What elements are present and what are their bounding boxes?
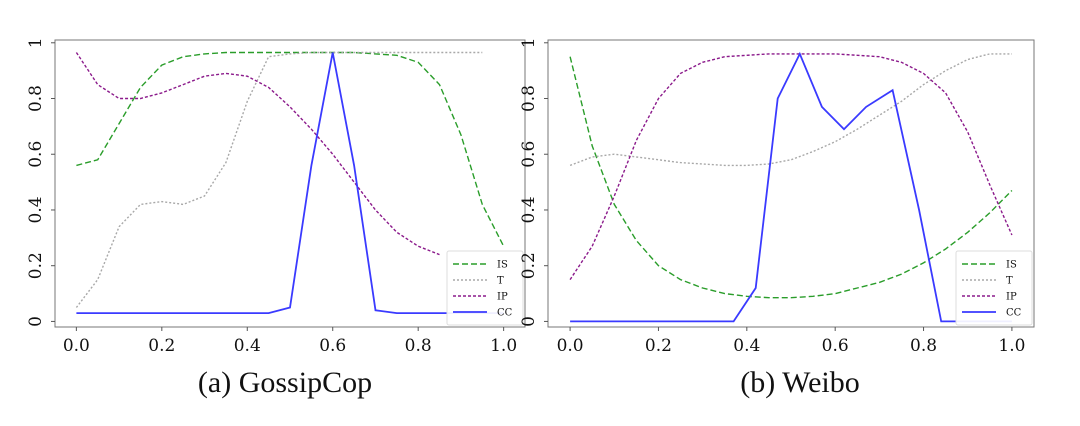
plot-frame xyxy=(547,39,1035,328)
series-line-t xyxy=(75,51,483,308)
series-line-is xyxy=(76,51,505,247)
legend-label-ip: IP xyxy=(1006,292,1017,303)
y-tick-label: 1 xyxy=(26,37,46,48)
legend-label-t: T xyxy=(1006,276,1013,287)
y-tick-label: 0 xyxy=(26,316,46,327)
chart-weibo: 0.0 0.2 0.4 0.6 0.8 1.0 0 0.2 0.4 0.6 0.8 1 IS T IP CC (… xyxy=(519,37,1035,399)
chart-gossipcop: 0.0 0.2 0.4 0.6 0.8 1.0 0 0.2 0.4 0.6 0.8 1 IS T IP CC (… xyxy=(26,37,526,399)
series-line-is xyxy=(569,56,1013,299)
x-tick-label: 0.0 xyxy=(63,336,90,356)
y-tick-label: 0.2 xyxy=(26,252,46,279)
legend-box xyxy=(955,250,1033,326)
x-tick-label: 0.4 xyxy=(234,336,261,356)
x-tick-label: 0.6 xyxy=(319,336,346,356)
y-tick-label: 0.6 xyxy=(26,141,46,168)
x-tick-label: 0.0 xyxy=(557,336,584,356)
y-tick-label: 0.4 xyxy=(26,196,46,223)
x-tick-label: 0.2 xyxy=(645,336,672,356)
y-tick-label: 0.6 xyxy=(519,141,539,168)
legend-label-is: IS xyxy=(497,260,508,271)
series-line-ip xyxy=(569,53,1013,280)
caption-weibo: (b) Weibo xyxy=(740,366,860,399)
x-tick-label: 0.2 xyxy=(148,336,175,356)
legend-label-is: IS xyxy=(1006,260,1017,271)
legend-label-ip: IP xyxy=(497,292,508,303)
x-tick-label: 1.0 xyxy=(998,336,1025,356)
caption-gossipcop: (a) GossipCop xyxy=(198,366,372,399)
series-line-cc xyxy=(76,52,504,315)
x-tick-label: 0.8 xyxy=(910,336,937,356)
legend: IS T IP CC xyxy=(955,250,1033,326)
series-line-cc xyxy=(570,51,1012,323)
legend: IS T IP CC xyxy=(446,250,524,326)
y-tick-label: 0.8 xyxy=(519,85,539,112)
y-tick-label: 0.8 xyxy=(26,85,46,112)
y-tick-label: 0 xyxy=(519,316,539,327)
x-tick-label: 0.8 xyxy=(405,336,432,356)
x-tick-label: 0.6 xyxy=(822,336,849,356)
legend-label-cc: CC xyxy=(1006,308,1022,319)
y-tick-label: 0.2 xyxy=(519,252,539,279)
y-tick-label: 1 xyxy=(519,37,539,48)
series-line-ip xyxy=(75,52,440,256)
legend-label-t: T xyxy=(497,276,504,287)
x-tick-label: 0.4 xyxy=(733,336,760,356)
y-tick-label: 0.4 xyxy=(519,196,539,223)
legend-box xyxy=(446,250,524,326)
x-tick-label: 1.0 xyxy=(490,336,517,356)
legend-label-cc: CC xyxy=(497,308,513,319)
